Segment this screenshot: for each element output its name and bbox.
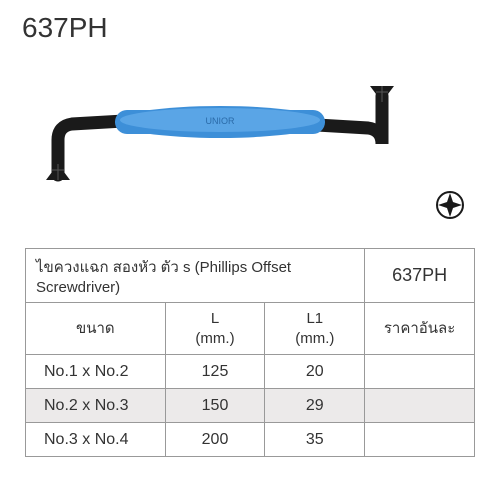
cell-price xyxy=(365,389,475,423)
header-L1: L1 (mm.) xyxy=(265,303,365,355)
title-row: ไขควงแฉก สองหัว ตัว s (Phillips Offset S… xyxy=(26,249,475,303)
cell-size: No.2 x No.3 xyxy=(26,389,166,423)
cell-size: No.1 x No.2 xyxy=(26,355,166,389)
product-title: ไขควงแฉก สองหัว ตัว s (Phillips Offset S… xyxy=(26,249,365,303)
product-image: UNIOR xyxy=(30,80,410,185)
cell-L1: 20 xyxy=(265,355,365,389)
table-row: No.2 x No.315029 xyxy=(26,389,475,423)
cell-L: 125 xyxy=(165,355,265,389)
model-code: 637PH xyxy=(22,12,108,44)
cell-L1: 35 xyxy=(265,423,365,457)
spec-table: ไขควงแฉก สองหัว ตัว s (Phillips Offset S… xyxy=(25,248,475,457)
table-row: No.3 x No.420035 xyxy=(26,423,475,457)
phillips-icon xyxy=(435,190,465,220)
header-price: ราคาอันละ xyxy=(365,303,475,355)
header-size: ขนาด xyxy=(26,303,166,355)
table-row: No.1 x No.212520 xyxy=(26,355,475,389)
cell-price xyxy=(365,355,475,389)
svg-text:UNIOR: UNIOR xyxy=(206,116,236,126)
cell-size: No.3 x No.4 xyxy=(26,423,166,457)
header-row: ขนาด L (mm.) L1 (mm.) ราคาอันละ xyxy=(26,303,475,355)
header-L: L (mm.) xyxy=(165,303,265,355)
cell-L: 200 xyxy=(165,423,265,457)
cell-L: 150 xyxy=(165,389,265,423)
product-code-cell: 637PH xyxy=(365,249,475,303)
cell-L1: 29 xyxy=(265,389,365,423)
cell-price xyxy=(365,423,475,457)
